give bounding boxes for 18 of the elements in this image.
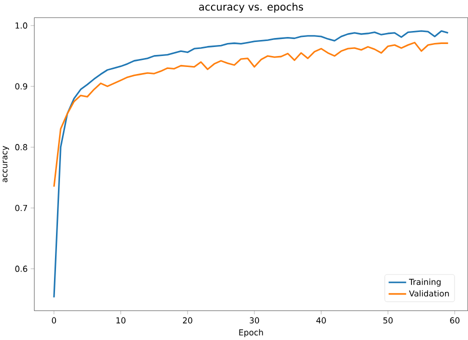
y-axis-title: accuracy bbox=[2, 146, 10, 182]
x-tick-label: 60 bbox=[450, 317, 460, 324]
x-tick-label: 0 bbox=[52, 317, 56, 324]
y-tick-label: 0.7 bbox=[15, 204, 28, 212]
legend-label: Validation bbox=[409, 290, 449, 297]
x-tick-label: 40 bbox=[316, 317, 326, 324]
legend-label: Training bbox=[408, 278, 441, 287]
x-tick-label: 50 bbox=[383, 317, 393, 324]
y-tick-label: 0.9 bbox=[15, 83, 28, 90]
y-tick-label: 1.0 bbox=[16, 22, 28, 29]
y-tick-label: 0.8 bbox=[15, 144, 28, 150]
line-series bbox=[53, 42, 449, 188]
x-axis-title: Epoch bbox=[239, 329, 263, 338]
y-tick-label: 0.6 bbox=[15, 266, 28, 272]
chart-title: accuracy vs. epochs bbox=[199, 2, 304, 13]
x-tick-label: 30 bbox=[250, 317, 260, 324]
x-tick-label: 10 bbox=[116, 317, 126, 324]
x-tick-label: 20 bbox=[182, 317, 192, 324]
